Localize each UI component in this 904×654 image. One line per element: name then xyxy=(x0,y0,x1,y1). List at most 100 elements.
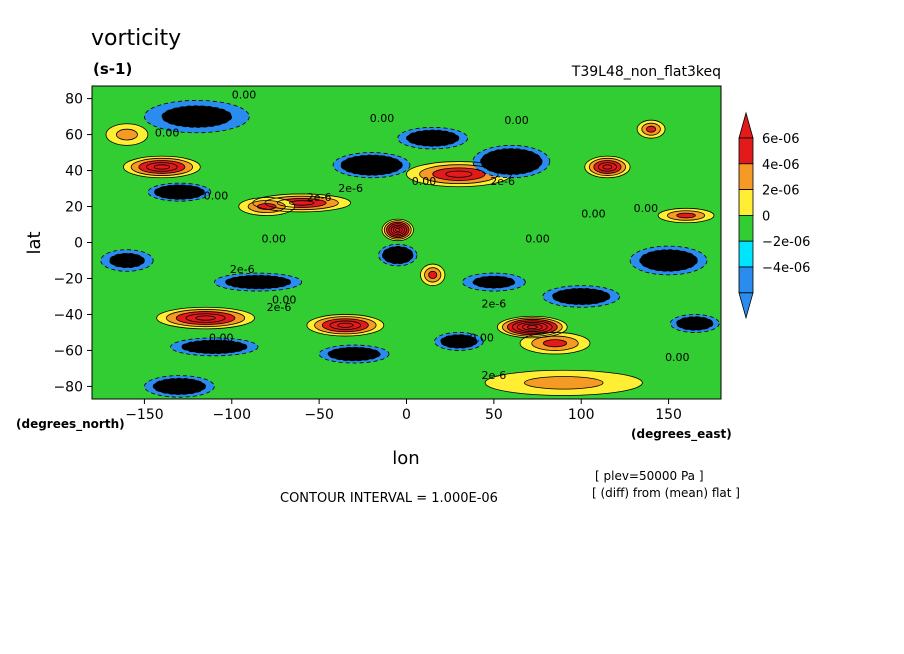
contour-line-21-2 xyxy=(648,252,689,269)
contour-line-16-2 xyxy=(487,151,535,172)
contour-line-9-0 xyxy=(496,315,568,339)
contour-line-26-3 xyxy=(344,351,364,357)
colorbar: 6e-06 4e-06 2e-06 0 −2e-06 −4e-06 xyxy=(738,111,810,320)
contour-line-16-0 xyxy=(472,144,551,179)
contour-line-22-1 xyxy=(224,274,292,290)
x-tick-label-5: 100 xyxy=(568,407,595,423)
contour-line-27-3 xyxy=(452,338,466,345)
contour-line-30-0 xyxy=(462,272,526,292)
contour-fill-15-4 xyxy=(173,190,186,194)
contour-line-11-1 xyxy=(667,210,706,221)
y-tick-label-4: 0 xyxy=(74,236,83,252)
contour-line-29-0 xyxy=(669,314,720,333)
contour-fill-28-3 xyxy=(170,383,189,390)
x-tick-label-0: −150 xyxy=(125,407,163,423)
contour-line-2-3 xyxy=(445,170,473,178)
contour-line-9-3 xyxy=(511,320,553,334)
contour-label-1: 0.00 xyxy=(155,126,180,139)
contour-line-22-3 xyxy=(246,279,270,285)
contour-line-3-1 xyxy=(264,195,339,211)
x-tick-label-2: −50 xyxy=(304,407,334,423)
contour-line-17-2 xyxy=(414,132,451,144)
contour-line-9-1 xyxy=(501,317,563,337)
contour-line-6-1 xyxy=(424,267,442,283)
plot-area: 0.000.000.00 0.000.000.002e-62e-62e-60.00… xyxy=(91,85,722,400)
colorbar-label-3: 0 xyxy=(762,209,770,224)
contour-fill-20-4 xyxy=(393,252,402,258)
contour-fill-24-2 xyxy=(118,256,136,265)
contour-fill-25-3 xyxy=(203,344,226,350)
x-tick-label-4: 50 xyxy=(485,407,503,423)
contour-line-29-1 xyxy=(676,316,714,331)
note-diff: [ (diff) from (mean) flat ] xyxy=(592,486,740,500)
contour-line-10-2 xyxy=(542,339,568,348)
contour-fill-10-2 xyxy=(543,339,567,347)
contour-line-21-3 xyxy=(658,256,679,265)
contour-line-27-1 xyxy=(440,334,478,349)
contour-label-10: 0.00 xyxy=(634,202,659,215)
y-axis: 80 60 40 20 0 −20 −40 −60 −80 xyxy=(53,92,92,395)
colorbar-arrow-top xyxy=(738,111,754,139)
contour-line-14-0 xyxy=(484,369,643,396)
contour-fill-19-2 xyxy=(179,111,215,122)
chart-units: (s-1) xyxy=(93,60,132,78)
colorbar-label-0: 6e-06 xyxy=(762,132,800,147)
run-label: T39L48_non_flat3keq xyxy=(571,64,721,80)
contour-line-2-2 xyxy=(432,167,486,181)
colorbar-label-2: 2e-06 xyxy=(762,184,800,199)
contour-label-7: 2e-6 xyxy=(307,191,332,204)
contour-line-15-3 xyxy=(166,188,193,197)
contour-label-4: 0.00 xyxy=(204,189,229,202)
contour-line-13-1 xyxy=(641,122,661,136)
contour-line-26-2 xyxy=(336,349,372,359)
contour-line-24-0 xyxy=(100,249,154,272)
contour-fill-23-3 xyxy=(571,293,591,300)
contour-line-7-4 xyxy=(195,315,216,321)
contour-fill-6-2 xyxy=(428,271,437,279)
contour-line-4-2 xyxy=(257,203,277,210)
contour-line-15-1 xyxy=(153,184,205,200)
contour-line-0-3 xyxy=(146,162,178,172)
contour-line-25-1 xyxy=(181,339,248,354)
contour-label-6: 2e-6 xyxy=(338,182,363,195)
contour-line-28-1 xyxy=(152,377,206,395)
contour-line-16-1 xyxy=(480,148,543,175)
x-axis-units: (degrees_east) xyxy=(631,427,732,442)
x-tick-label-1: −100 xyxy=(213,407,251,423)
contour-line-19-1 xyxy=(161,105,233,128)
contour-line-4-1 xyxy=(247,200,286,213)
contour-fill-16-4 xyxy=(503,158,520,165)
contour-line-13-0 xyxy=(636,119,666,139)
contour-fill-3-3 xyxy=(289,200,314,206)
contour-fill-13-2 xyxy=(646,126,656,133)
contour-line-10-0 xyxy=(519,332,591,355)
contour-line-2-1 xyxy=(419,164,499,184)
colorbar-swatch-3 xyxy=(738,214,754,242)
contour-fill-7-4 xyxy=(195,315,216,321)
contour-line-8-1 xyxy=(314,316,377,335)
contour-line-23-3 xyxy=(571,293,592,300)
x-axis-label: lon xyxy=(392,448,419,469)
contour-fill-14-1 xyxy=(524,376,604,390)
contour-line-22-2 xyxy=(235,277,281,287)
contour-line-5-5 xyxy=(392,226,403,234)
contour-line-30-1 xyxy=(472,275,516,289)
contour-line-0-2 xyxy=(138,160,186,174)
colorbar-label-4: −2e-06 xyxy=(762,235,810,250)
y-tick-label-3: 20 xyxy=(65,200,83,216)
contour-fill-9-6 xyxy=(527,325,538,329)
contour-line-8-4 xyxy=(337,322,354,328)
contour-line-21-1 xyxy=(639,249,698,272)
contour-fill-0-4 xyxy=(154,164,170,170)
colorbar-swatch-5 xyxy=(738,266,754,294)
contour-line-24-2 xyxy=(117,256,137,265)
contour-line-17-1 xyxy=(406,129,460,147)
y-tick-label-8: −80 xyxy=(53,379,83,395)
contour-label-9: 0.00 xyxy=(581,207,606,220)
contour-line-29-3 xyxy=(688,320,702,327)
contour-line-5-6 xyxy=(395,227,401,232)
x-axis: −150 −100 −50 0 50 100 150 xyxy=(125,399,682,423)
contour-line-17-3 xyxy=(423,135,442,142)
contour-line-24-1 xyxy=(109,252,145,269)
contour-line-20-1 xyxy=(381,246,414,265)
